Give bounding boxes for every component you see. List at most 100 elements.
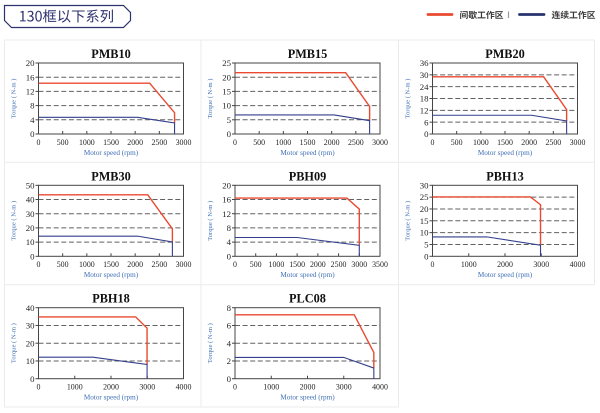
svg-text:1000: 1000 (473, 138, 489, 147)
svg-text:Torque ( N-m ): Torque ( N-m ) (207, 201, 214, 241)
svg-text:1500: 1500 (103, 138, 119, 147)
svg-text:18: 18 (420, 94, 429, 104)
svg-text:40: 40 (26, 195, 35, 205)
svg-text:1000: 1000 (79, 260, 95, 269)
svg-text:20: 20 (26, 338, 35, 348)
svg-text:10: 10 (26, 356, 35, 366)
svg-text:Torque ( N-m ): Torque ( N-m ) (11, 201, 18, 241)
svg-text:0: 0 (37, 260, 41, 269)
svg-text:3000: 3000 (351, 260, 367, 269)
svg-text:20: 20 (222, 180, 231, 190)
svg-text:4: 4 (227, 237, 232, 247)
svg-text:0: 0 (233, 383, 237, 392)
svg-text:0: 0 (424, 251, 429, 261)
svg-text:Torque ( N-m ): Torque ( N-m ) (207, 323, 214, 363)
svg-text:8: 8 (227, 303, 232, 313)
svg-text:3000: 3000 (533, 260, 549, 269)
svg-text:16: 16 (26, 72, 35, 82)
svg-text:10: 10 (420, 228, 429, 238)
svg-text:3500: 3500 (372, 260, 388, 269)
svg-text:1000: 1000 (79, 138, 95, 147)
svg-text:10: 10 (222, 101, 231, 111)
svg-text:2500: 2500 (151, 138, 167, 147)
svg-text:5: 5 (424, 240, 429, 250)
svg-text:20: 20 (222, 72, 231, 82)
svg-text:12: 12 (26, 87, 35, 97)
svg-text:Motor speed (rpm): Motor speed (rpm) (280, 271, 335, 279)
svg-text:0: 0 (431, 138, 435, 147)
svg-text:1500: 1500 (103, 260, 119, 269)
svg-text:6: 6 (227, 321, 232, 331)
svg-text:Motor speed (rpm): Motor speed (rpm) (478, 271, 533, 279)
svg-text:10: 10 (26, 237, 35, 247)
svg-text:Torque ( N-m ): Torque ( N-m ) (207, 78, 214, 118)
svg-text:15: 15 (420, 216, 429, 226)
svg-text:25: 25 (222, 58, 231, 68)
svg-text:Motor speed (rpm): Motor speed (rpm) (280, 149, 335, 157)
svg-text:2500: 2500 (151, 260, 167, 269)
svg-text:Torque ( N-m ): Torque ( N-m ) (11, 78, 18, 118)
svg-text:1000: 1000 (461, 260, 477, 269)
svg-text:Torque ( N-m ): Torque ( N-m ) (405, 78, 412, 118)
svg-text:3000: 3000 (176, 260, 192, 269)
svg-text:4: 4 (227, 338, 232, 348)
svg-text:2000: 2000 (324, 138, 340, 147)
svg-text:0: 0 (227, 374, 232, 384)
svg-text:Motor speed (rpm): Motor speed (rpm) (478, 149, 533, 157)
svg-text:1500: 1500 (497, 138, 513, 147)
svg-text:0: 0 (30, 129, 35, 139)
svg-text:0: 0 (30, 251, 35, 261)
svg-text:15: 15 (222, 87, 231, 97)
svg-text:36: 36 (420, 58, 429, 68)
svg-text:2000: 2000 (497, 260, 513, 269)
svg-text:Motor speed (rpm): Motor speed (rpm) (84, 271, 139, 279)
svg-text:0: 0 (227, 129, 232, 139)
svg-text:Motor speed (rpm): Motor speed (rpm) (280, 394, 335, 402)
svg-text:4000: 4000 (372, 383, 388, 392)
svg-text:0: 0 (30, 374, 35, 384)
svg-text:16: 16 (222, 195, 231, 205)
svg-text:500: 500 (57, 138, 69, 147)
svg-text:PBH18: PBH18 (92, 292, 130, 306)
svg-text:0: 0 (233, 138, 237, 147)
svg-text:8: 8 (227, 223, 232, 233)
svg-text:1000: 1000 (275, 138, 291, 147)
svg-text:2000: 2000 (103, 383, 119, 392)
svg-text:20: 20 (420, 204, 429, 214)
svg-text:2: 2 (227, 356, 231, 366)
svg-text:500: 500 (253, 138, 265, 147)
svg-text:2500: 2500 (545, 138, 561, 147)
svg-text:4000: 4000 (176, 383, 192, 392)
svg-text:6: 6 (424, 117, 429, 127)
svg-text:1000: 1000 (67, 383, 83, 392)
svg-text:30: 30 (26, 209, 35, 219)
svg-text:0: 0 (424, 129, 429, 139)
svg-text:500: 500 (451, 138, 463, 147)
svg-text:PLC08: PLC08 (289, 292, 326, 306)
svg-text:25: 25 (420, 192, 429, 202)
svg-text:2000: 2000 (300, 383, 316, 392)
svg-text:3000: 3000 (570, 138, 586, 147)
svg-text:0: 0 (431, 260, 435, 269)
svg-text:8: 8 (30, 101, 35, 111)
svg-text:12: 12 (222, 209, 231, 219)
svg-text:1000: 1000 (263, 383, 279, 392)
svg-text:500: 500 (57, 260, 69, 269)
svg-text:3000: 3000 (139, 383, 155, 392)
svg-text:Torque ( N-m ): Torque ( N-m ) (11, 323, 18, 363)
svg-text:50: 50 (26, 180, 35, 190)
svg-text:12: 12 (420, 105, 429, 115)
svg-text:24: 24 (420, 82, 429, 92)
svg-text:3000: 3000 (372, 138, 388, 147)
svg-text:PBH09: PBH09 (289, 169, 327, 183)
svg-text:4: 4 (30, 115, 35, 125)
svg-text:2500: 2500 (331, 260, 347, 269)
svg-text:1500: 1500 (300, 138, 316, 147)
svg-text:PMB10: PMB10 (91, 47, 131, 61)
svg-text:500: 500 (250, 260, 262, 269)
svg-text:2000: 2000 (310, 260, 326, 269)
svg-text:20: 20 (26, 223, 35, 233)
svg-text:PMB30: PMB30 (91, 169, 131, 183)
svg-text:PMB20: PMB20 (485, 47, 525, 61)
svg-text:2000: 2000 (127, 260, 143, 269)
